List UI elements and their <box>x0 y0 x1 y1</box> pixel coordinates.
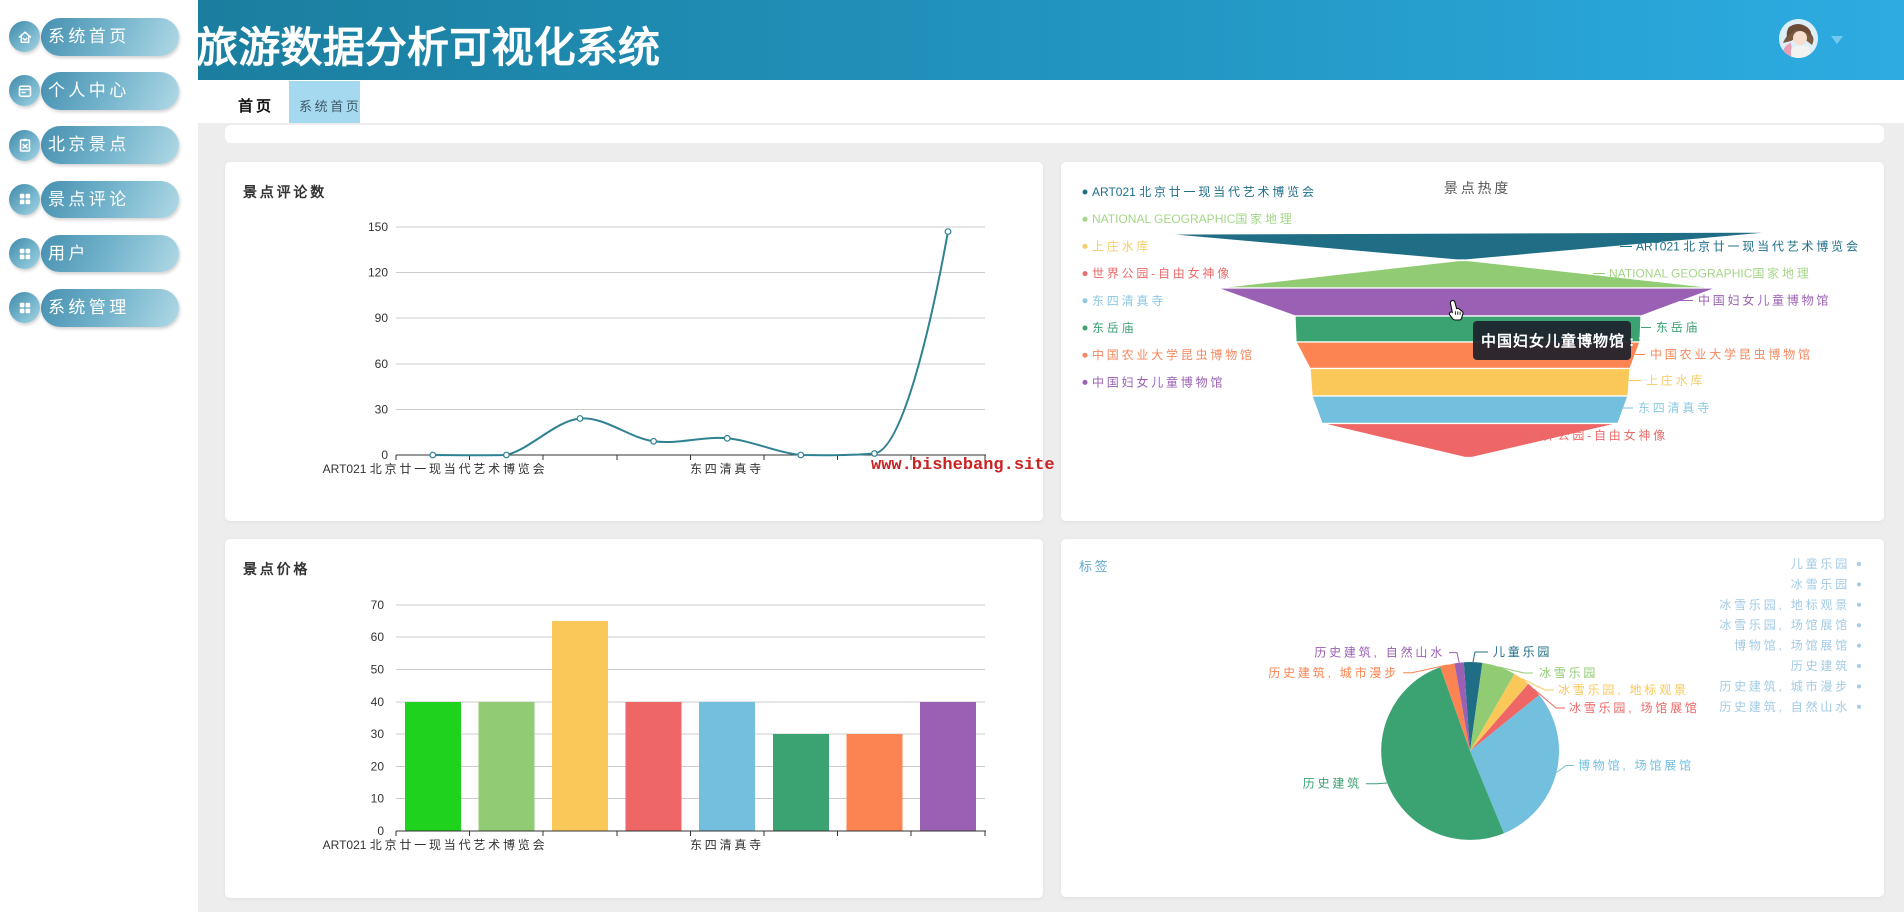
svg-text:NATIONAL GEOGRAPHIC国家地理: NATIONAL GEOGRAPHIC国家地理 <box>1609 266 1812 281</box>
svg-text:历史建筑: 历史建筑 <box>1791 658 1850 673</box>
svg-text:历史建筑, 城市漫步: 历史建筑, 城市漫步 <box>1719 678 1850 693</box>
svg-text:冰雪乐园, 场馆展馆: 冰雪乐园, 场馆展馆 <box>1719 617 1850 632</box>
svg-text:0: 0 <box>381 448 388 462</box>
svg-text:ART021 北京廿一现当代艺术博览会: ART021 北京廿一现当代艺术博览会 <box>323 837 548 852</box>
svg-text:东四清真寺: 东四清真寺 <box>690 838 764 852</box>
svg-text:历史建筑, 城市漫步: 历史建筑, 城市漫步 <box>1268 665 1399 680</box>
svg-text:60: 60 <box>375 357 389 371</box>
svg-text:0: 0 <box>377 824 384 838</box>
svg-text:博物馆, 场馆展馆: 博物馆, 场馆展馆 <box>1734 638 1850 653</box>
svg-text:中国妇女儿童博物馆: 中国妇女儿童博物馆 <box>1092 374 1225 389</box>
svg-text:东岳庙: 东岳庙 <box>1656 321 1700 335</box>
svg-text:40: 40 <box>371 695 385 709</box>
svg-text:中国妇女儿童博物馆: 中国妇女儿童博物馆 <box>1698 293 1831 308</box>
svg-text:30: 30 <box>371 727 385 741</box>
svg-text:历史建筑: 历史建筑 <box>1303 776 1362 791</box>
svg-text:博物馆, 场馆展馆: 博物馆, 场馆展馆 <box>1578 758 1694 773</box>
svg-text:ART021 北京廿一现当代艺术博览会: ART021 北京廿一现当代艺术博览会 <box>1636 239 1861 254</box>
svg-text:上庄水库: 上庄水库 <box>1646 373 1705 388</box>
svg-text:NATIONAL GEOGRAPHIC国家地理: NATIONAL GEOGRAPHIC国家地理 <box>1092 211 1295 226</box>
svg-text:150: 150 <box>368 220 388 234</box>
svg-text:10: 10 <box>371 792 385 806</box>
svg-text:中国妇女儿童博物馆 : 3.5: 中国妇女儿童博物馆 : 3.5 <box>1481 332 1659 350</box>
svg-text:东四清真寺: 东四清真寺 <box>1092 294 1166 308</box>
svg-text:冰雪乐园: 冰雪乐园 <box>1791 577 1850 591</box>
svg-text:120: 120 <box>368 266 388 280</box>
svg-text:儿童乐园: 儿童乐园 <box>1493 644 1552 659</box>
svg-text:冰雪乐园, 地标观景: 冰雪乐园, 地标观景 <box>1719 598 1850 612</box>
svg-text:50: 50 <box>371 663 385 677</box>
svg-text:中国农业大学昆虫博物馆: 中国农业大学昆虫博物馆 <box>1092 347 1255 362</box>
svg-text:30: 30 <box>375 402 389 416</box>
svg-text:90: 90 <box>375 311 389 325</box>
svg-text:冰雪乐园, 地标观景: 冰雪乐园, 地标观景 <box>1558 683 1689 697</box>
svg-text:冰雪乐园, 场馆展馆: 冰雪乐园, 场馆展馆 <box>1569 700 1700 715</box>
svg-text:ART021 北京廿一现当代艺术博览会: ART021 北京廿一现当代艺术博览会 <box>1092 184 1317 199</box>
svg-text:70: 70 <box>371 598 385 612</box>
svg-text:20: 20 <box>371 759 385 773</box>
svg-text:东四清真寺: 东四清真寺 <box>1638 401 1712 415</box>
svg-text:历史建筑, 自然山水: 历史建筑, 自然山水 <box>1719 699 1850 714</box>
svg-text:世界公园-自由女神像: 世界公园-自由女神像 <box>1092 266 1232 281</box>
svg-text:中国农业大学昆虫博物馆: 中国农业大学昆虫博物馆 <box>1650 347 1813 362</box>
svg-text:60: 60 <box>371 630 385 644</box>
svg-text:东岳庙: 东岳庙 <box>1092 321 1136 335</box>
svg-text:儿童乐园: 儿童乐园 <box>1791 556 1850 571</box>
svg-text:东四清真寺: 东四清真寺 <box>690 462 764 476</box>
svg-text:冰雪乐园: 冰雪乐园 <box>1539 666 1598 680</box>
svg-text:ART021 北京廿一现当代艺术博览会: ART021 北京廿一现当代艺术博览会 <box>323 461 548 476</box>
svg-text:世界公园-自由女神像: 世界公园-自由女神像 <box>1528 428 1668 443</box>
svg-text:历史建筑, 自然山水: 历史建筑, 自然山水 <box>1314 645 1445 660</box>
svg-text:上庄水库: 上庄水库 <box>1092 238 1151 253</box>
